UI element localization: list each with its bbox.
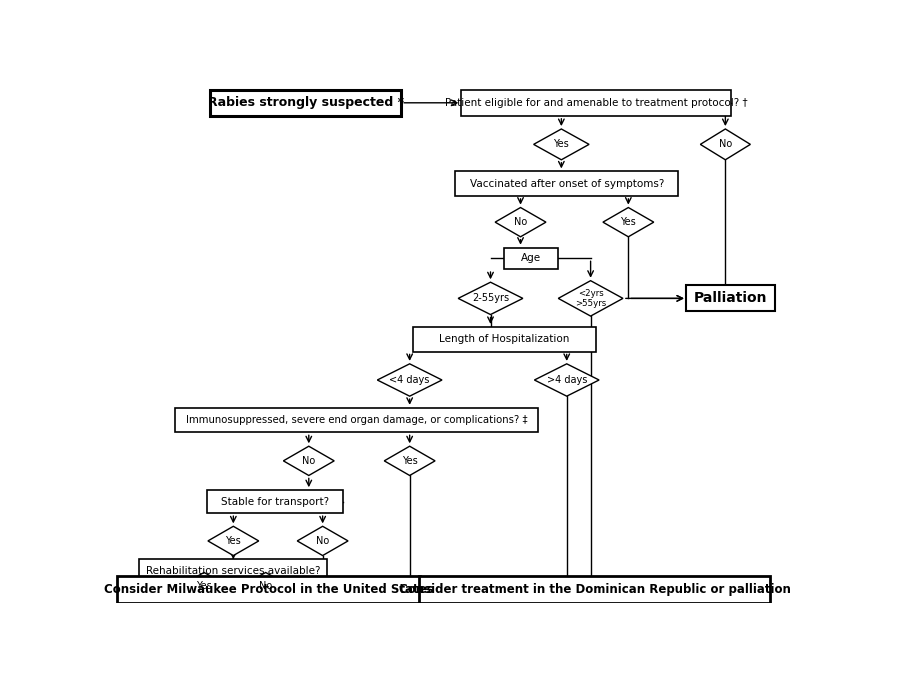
FancyBboxPatch shape <box>175 408 538 433</box>
FancyBboxPatch shape <box>211 90 401 116</box>
FancyBboxPatch shape <box>117 575 420 603</box>
Polygon shape <box>180 573 228 598</box>
Text: Length of Hospitalization: Length of Hospitalization <box>439 334 570 344</box>
Text: Vaccinated after onset of symptoms?: Vaccinated after onset of symptoms? <box>470 179 664 189</box>
Text: Rehabilitation services available?: Rehabilitation services available? <box>146 566 320 576</box>
Text: No: No <box>316 536 329 546</box>
Text: Yes: Yes <box>226 536 241 546</box>
Polygon shape <box>700 129 751 160</box>
Polygon shape <box>377 364 442 396</box>
Text: Yes: Yes <box>554 139 569 150</box>
Text: Consider treatment in the Dominican Republic or palliation: Consider treatment in the Dominican Repu… <box>399 583 790 596</box>
Text: Palliation: Palliation <box>694 291 768 305</box>
Polygon shape <box>384 446 435 475</box>
Polygon shape <box>297 526 348 556</box>
Text: Yes: Yes <box>196 581 211 590</box>
Text: Consider Milwaukee Protocol in the United States: Consider Milwaukee Protocol in the Unite… <box>104 583 434 596</box>
Text: No: No <box>719 139 732 150</box>
Text: Yes: Yes <box>620 217 636 227</box>
FancyBboxPatch shape <box>207 490 343 513</box>
Polygon shape <box>558 281 623 316</box>
Text: <2yrs
>55yrs: <2yrs >55yrs <box>575 288 607 308</box>
Text: <4 days: <4 days <box>390 375 430 385</box>
FancyBboxPatch shape <box>687 285 775 311</box>
Text: Immunosuppressed, severe end organ damage, or complications? ‡: Immunosuppressed, severe end organ damag… <box>185 415 527 425</box>
FancyBboxPatch shape <box>413 327 596 351</box>
Text: No: No <box>514 217 527 227</box>
Polygon shape <box>535 364 599 396</box>
Text: Age: Age <box>520 253 541 263</box>
Polygon shape <box>242 573 290 598</box>
Text: Stable for transport?: Stable for transport? <box>220 497 329 506</box>
Text: Patient eligible for and amenable to treatment protocol? †: Patient eligible for and amenable to tre… <box>445 97 747 108</box>
FancyBboxPatch shape <box>419 575 770 603</box>
FancyBboxPatch shape <box>504 248 557 269</box>
FancyBboxPatch shape <box>455 171 679 196</box>
FancyBboxPatch shape <box>140 559 328 582</box>
Text: No: No <box>259 581 273 590</box>
Text: No: No <box>302 456 315 466</box>
Polygon shape <box>458 282 523 315</box>
Text: 2-55yrs: 2-55yrs <box>472 293 509 303</box>
Polygon shape <box>495 208 546 237</box>
Text: >4 days: >4 days <box>546 375 587 385</box>
Text: Yes: Yes <box>401 456 418 466</box>
Text: Rabies strongly suspected *: Rabies strongly suspected * <box>208 96 404 109</box>
Polygon shape <box>603 208 653 237</box>
Polygon shape <box>208 526 258 556</box>
Polygon shape <box>284 446 334 475</box>
FancyBboxPatch shape <box>461 90 731 116</box>
Polygon shape <box>534 129 590 160</box>
